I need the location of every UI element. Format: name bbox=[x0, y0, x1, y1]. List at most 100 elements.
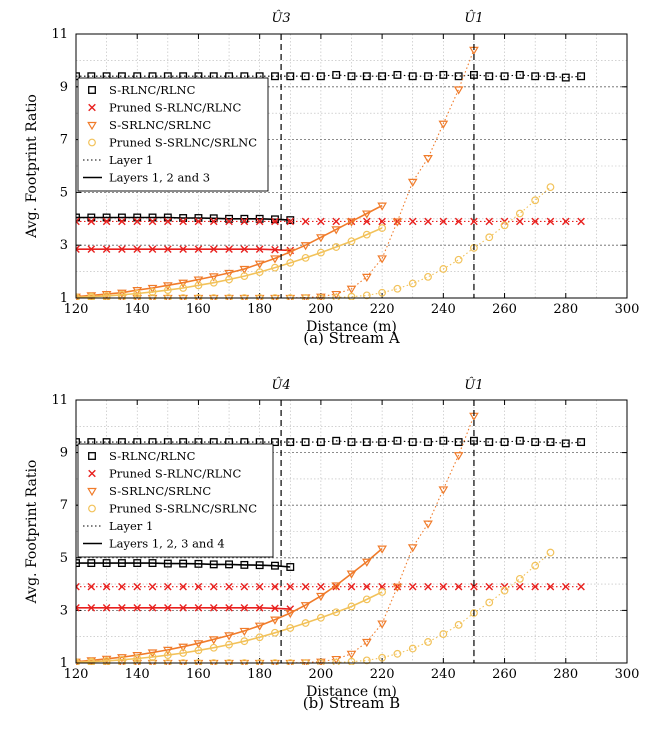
data-point bbox=[531, 438, 540, 447]
x-tick-label: 240 bbox=[431, 302, 456, 317]
data-point bbox=[225, 217, 233, 226]
data-point bbox=[76, 294, 81, 300]
data-point bbox=[194, 603, 203, 612]
data-point bbox=[546, 582, 555, 591]
data-point bbox=[255, 603, 264, 612]
legend-marker bbox=[88, 452, 96, 460]
series-line bbox=[76, 440, 582, 444]
data-point bbox=[240, 637, 249, 646]
data-point bbox=[163, 559, 172, 568]
legend-item: Layers 1, 2, 3 and 4 bbox=[83, 537, 225, 551]
legend-label: S-SRLNC/SRLNC bbox=[109, 118, 211, 132]
data-point bbox=[438, 120, 449, 129]
data-point bbox=[408, 279, 417, 288]
data-point bbox=[424, 272, 432, 281]
data-point bbox=[76, 217, 80, 226]
data-point bbox=[286, 217, 295, 226]
plot-frame bbox=[75, 399, 628, 664]
y-tick-label: 3 bbox=[60, 238, 68, 253]
data-point bbox=[194, 559, 203, 568]
x-tick-label: 160 bbox=[186, 667, 211, 682]
data-point bbox=[286, 258, 295, 267]
series-s-srlnc-srlnc bbox=[76, 545, 387, 665]
data-point bbox=[285, 248, 296, 257]
data-point bbox=[378, 217, 386, 226]
data-point bbox=[300, 602, 311, 611]
data-point bbox=[179, 559, 188, 568]
x-tick-label: 240 bbox=[431, 667, 456, 682]
data-point bbox=[453, 452, 464, 461]
data-point bbox=[162, 646, 173, 655]
data-point bbox=[378, 72, 387, 81]
data-point bbox=[286, 438, 295, 447]
data-point bbox=[439, 70, 448, 79]
data-point bbox=[271, 582, 279, 591]
y-tick-label: 3 bbox=[60, 603, 68, 618]
series-line bbox=[76, 547, 383, 663]
legend-item: S-RLNC/RLNC bbox=[88, 83, 196, 97]
data-point bbox=[178, 643, 188, 652]
y-tick-label: 5 bbox=[60, 551, 68, 566]
data-point bbox=[87, 245, 96, 253]
data-point bbox=[209, 643, 218, 652]
series-line bbox=[76, 227, 383, 298]
x-tick-label: 260 bbox=[492, 302, 517, 317]
data-point bbox=[317, 217, 325, 226]
data-point bbox=[133, 217, 142, 226]
data-point bbox=[316, 592, 326, 602]
legend-label: Layers 1, 2 and 3 bbox=[109, 171, 210, 185]
data-point bbox=[347, 602, 356, 611]
y-tick-label: 1 bbox=[60, 656, 68, 671]
legend-box bbox=[77, 443, 274, 558]
data-point bbox=[270, 294, 280, 300]
data-point bbox=[76, 659, 81, 665]
data-point bbox=[546, 548, 555, 557]
x-tick-label: 220 bbox=[370, 302, 395, 317]
data-point bbox=[439, 582, 448, 591]
data-point bbox=[117, 654, 127, 663]
data-point bbox=[301, 619, 310, 627]
data-point bbox=[362, 230, 371, 239]
data-point bbox=[240, 272, 249, 280]
data-point bbox=[408, 438, 417, 447]
data-point bbox=[546, 438, 555, 447]
data-point bbox=[270, 616, 280, 625]
data-point bbox=[454, 255, 463, 264]
data-point bbox=[424, 638, 432, 646]
data-point bbox=[500, 217, 509, 226]
x-tick-label: 140 bbox=[125, 667, 150, 682]
data-point bbox=[271, 217, 279, 226]
data-point bbox=[286, 563, 295, 571]
series-pruned-s-rlnc-rlnc bbox=[76, 217, 585, 226]
data-point bbox=[424, 582, 432, 591]
x-tick-label: 300 bbox=[615, 667, 640, 682]
data-point bbox=[239, 627, 250, 637]
data-point bbox=[194, 582, 203, 591]
series-line bbox=[76, 204, 383, 298]
series-s-srlnc-srlnc bbox=[76, 46, 479, 300]
data-point bbox=[208, 273, 219, 282]
data-point bbox=[378, 288, 387, 297]
data-point bbox=[378, 653, 387, 662]
data-point bbox=[102, 656, 111, 665]
data-point bbox=[194, 245, 203, 253]
legend-label: Layer 1 bbox=[109, 519, 153, 533]
data-point bbox=[224, 269, 234, 279]
data-point bbox=[301, 217, 310, 226]
data-point bbox=[561, 217, 570, 226]
data-point bbox=[87, 292, 96, 300]
data-point bbox=[577, 438, 586, 447]
data-point bbox=[361, 273, 372, 283]
data-point bbox=[162, 282, 173, 291]
data-point bbox=[347, 657, 356, 665]
data-point bbox=[225, 640, 233, 649]
data-point bbox=[454, 72, 463, 81]
data-point bbox=[392, 218, 403, 227]
x-tick-label: 120 bbox=[64, 667, 89, 682]
chart-panel-1: 120 140 160 180 200 220 240 260 280 300 1 3 5 7 9 11 Dis… bbox=[24, 9, 639, 347]
data-point bbox=[271, 263, 279, 272]
data-point bbox=[346, 650, 357, 659]
data-point bbox=[439, 265, 448, 273]
legend-item: Pruned S-RLNC/RLNC bbox=[88, 467, 241, 481]
data-point bbox=[301, 438, 310, 447]
